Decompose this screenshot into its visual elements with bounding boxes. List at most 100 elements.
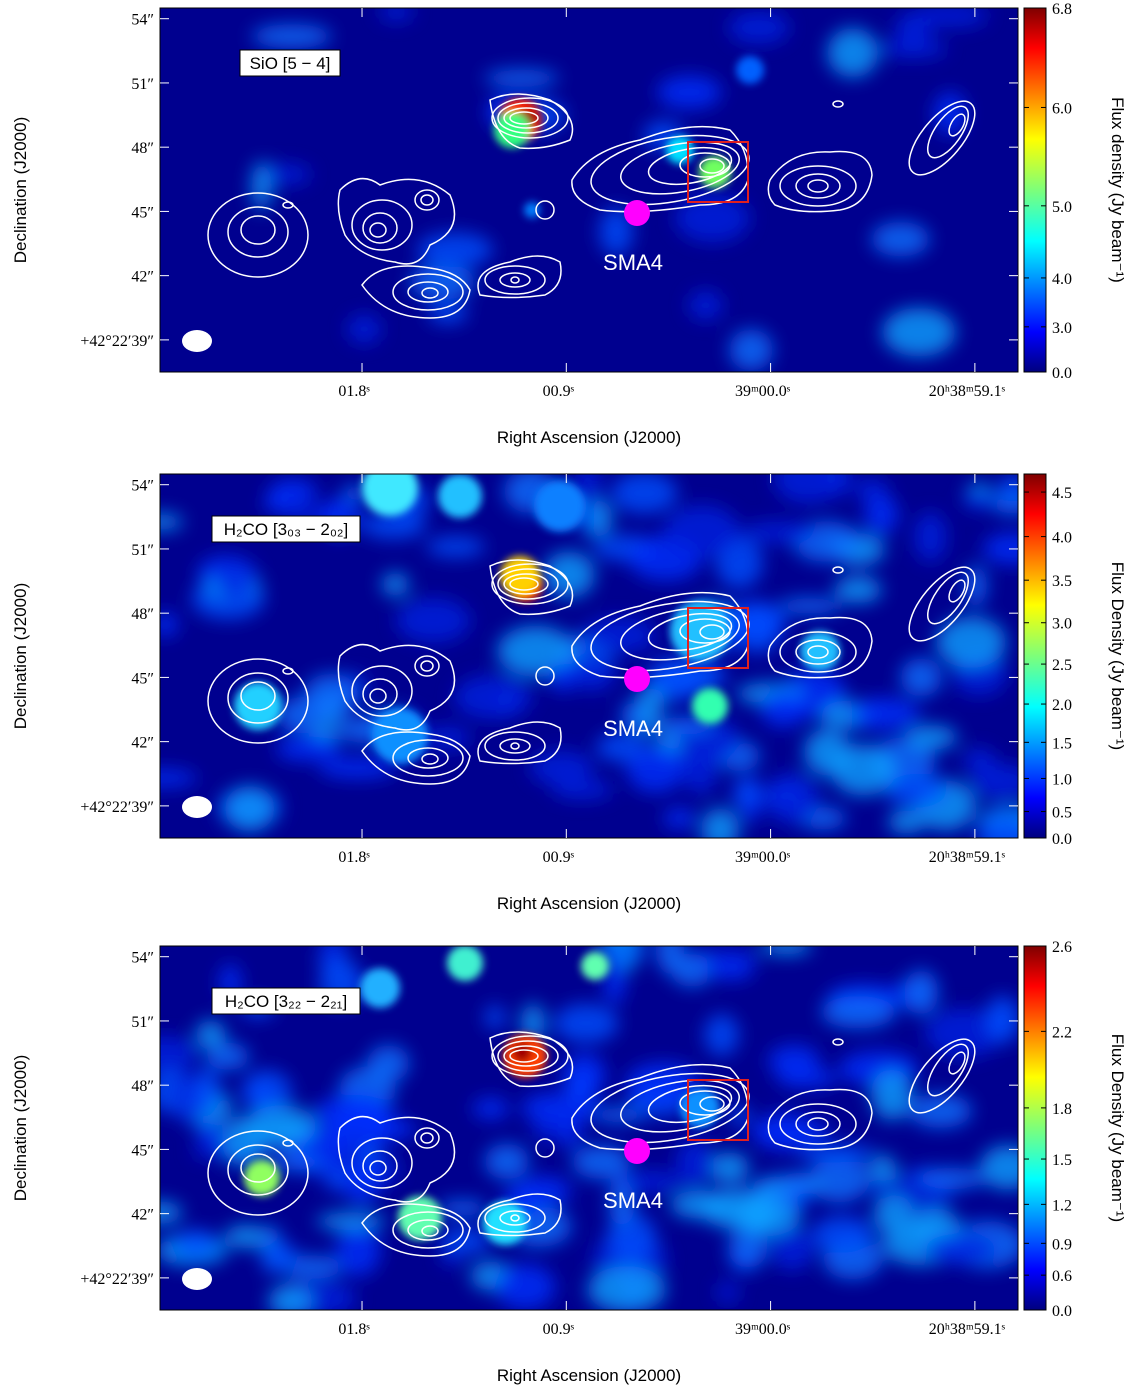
- noise: [620, 703, 647, 726]
- y-tick-label: +42°22′39″: [80, 1271, 154, 1288]
- map: SMA4: [160, 946, 1018, 1310]
- noise: [682, 745, 718, 795]
- noise: [655, 946, 684, 974]
- region-box: [687, 607, 749, 669]
- noise: [1000, 474, 1018, 502]
- map: SMA4: [160, 8, 1018, 372]
- colorbar-label: Flux Density (Jy beam⁻¹): [1108, 1034, 1127, 1222]
- noise: [224, 1224, 268, 1249]
- source-marker: [624, 666, 650, 692]
- noise: [886, 773, 947, 808]
- noise: [913, 511, 947, 563]
- noise: [663, 505, 740, 558]
- colorbar-tick-label: 0.6: [1052, 1268, 1072, 1285]
- noise: [900, 658, 942, 697]
- noise: [830, 744, 897, 796]
- colorbar: [1023, 7, 1047, 373]
- title-box: [239, 49, 341, 77]
- x-tick-label: 20ʰ38ᵐ59.1ˢ: [929, 849, 1006, 866]
- colorbar-tick-label: 6.0: [1052, 100, 1072, 117]
- noise: [834, 576, 882, 604]
- noise: [264, 1241, 298, 1271]
- colorbar-tick-label: 2.2: [1052, 1024, 1072, 1041]
- noise: [608, 1178, 635, 1227]
- noise: [710, 1152, 750, 1184]
- x-tick-label: 01.8ˢ: [338, 383, 370, 400]
- colorbar-label: Flux density (Jy beam⁻¹): [1108, 97, 1127, 283]
- noise: [611, 474, 678, 514]
- y-tick-label: 42″: [131, 1207, 154, 1224]
- noise: [587, 1266, 666, 1310]
- noise: [275, 736, 341, 762]
- beam: [182, 796, 212, 818]
- noise: [734, 601, 782, 654]
- noise: [825, 474, 852, 497]
- title-box: [211, 987, 361, 1015]
- noise: [742, 521, 816, 544]
- noise: [569, 652, 616, 692]
- noise: [732, 779, 760, 807]
- noise: [827, 28, 879, 78]
- noise: [453, 675, 532, 720]
- noise: [160, 513, 184, 531]
- colorbar: [1023, 945, 1047, 1311]
- noise: [764, 772, 820, 824]
- noise: [675, 1138, 714, 1187]
- noise: [268, 478, 318, 509]
- noise: [195, 1020, 226, 1050]
- noise: [543, 551, 595, 598]
- noise: [160, 612, 179, 637]
- noise: [553, 1003, 619, 1043]
- colorbar-tick-label: 0.0: [1052, 1303, 1072, 1320]
- noise: [980, 1145, 1018, 1190]
- colorbar-tick-label: 3.0: [1052, 616, 1072, 633]
- peak: [362, 474, 418, 516]
- noise: [768, 1044, 820, 1078]
- noise: [395, 598, 471, 643]
- noise: [914, 8, 989, 28]
- noise: [924, 1233, 998, 1265]
- noise: [915, 1167, 987, 1190]
- noise: [245, 1105, 317, 1147]
- colorbar-tick-label: 2.5: [1052, 657, 1072, 674]
- colorbar-tick-label: 1.8: [1052, 1101, 1072, 1118]
- colorbar-tick-label: 0.0: [1052, 365, 1072, 382]
- noise: [207, 1042, 250, 1071]
- noise: [495, 1264, 556, 1310]
- noise: [378, 8, 414, 22]
- y-tick-label: 45″: [131, 670, 154, 687]
- noise: [592, 1106, 647, 1124]
- colorbar-tick-label: 1.5: [1052, 735, 1072, 752]
- noise: [626, 746, 685, 793]
- noise: [760, 946, 813, 955]
- noise: [882, 307, 956, 357]
- noise: [484, 69, 559, 88]
- noise: [251, 24, 332, 49]
- colorbar-tick-label: 4.5: [1052, 485, 1072, 502]
- noise: [343, 484, 366, 504]
- y-tick-label: 48″: [131, 1078, 154, 1095]
- peak: [447, 946, 483, 981]
- y-tick-label: 42″: [131, 269, 154, 286]
- noise: [583, 617, 656, 654]
- noise: [409, 263, 476, 300]
- noise: [677, 672, 724, 689]
- annotation: SMA4: [603, 1188, 663, 1213]
- noise: [335, 1224, 381, 1277]
- noise: [426, 536, 485, 558]
- annotation: SMA4: [603, 716, 663, 741]
- noise: [688, 290, 723, 321]
- x-tick-label: 39ᵐ00.0ˢ: [735, 1321, 791, 1338]
- y-tick-label: 51″: [131, 76, 154, 93]
- noise: [976, 812, 1018, 838]
- y-axis-label: Declination (J2000): [11, 117, 30, 263]
- y-tick-label: 54″: [131, 950, 154, 967]
- noise: [704, 1014, 739, 1056]
- noise: [596, 732, 648, 763]
- noise: [572, 1144, 631, 1180]
- noise: [195, 1064, 220, 1114]
- noise: [971, 763, 1018, 801]
- noise: [924, 1008, 1003, 1058]
- noise: [562, 1052, 606, 1098]
- noise: [904, 725, 958, 750]
